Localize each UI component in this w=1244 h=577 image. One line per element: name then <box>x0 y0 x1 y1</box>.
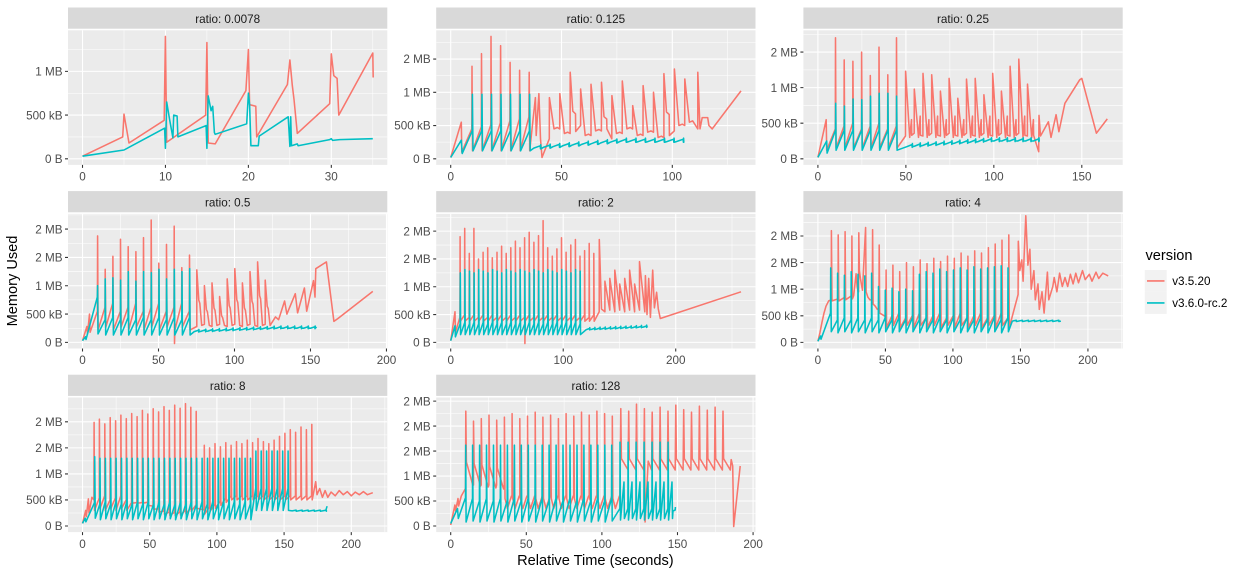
svg-text:2 MB: 2 MB <box>35 416 62 429</box>
svg-text:Relative Time (seconds): Relative Time (seconds) <box>517 553 674 569</box>
svg-text:50: 50 <box>143 538 157 551</box>
svg-text:2 MB: 2 MB <box>35 223 62 236</box>
svg-text:ratio: 0.5: ratio: 0.5 <box>205 197 251 210</box>
svg-text:100: 100 <box>225 354 245 367</box>
svg-text:1 MB: 1 MB <box>35 280 62 293</box>
svg-text:20: 20 <box>242 171 256 184</box>
svg-text:50: 50 <box>152 354 166 367</box>
svg-text:150: 150 <box>1011 354 1031 367</box>
svg-text:ratio: 0.25: ratio: 0.25 <box>937 13 989 26</box>
svg-text:1 MB: 1 MB <box>403 86 430 99</box>
svg-text:v3.5.20: v3.5.20 <box>1172 275 1211 288</box>
svg-text:500 kB: 500 kB <box>394 309 431 322</box>
svg-text:ratio: 2: ratio: 2 <box>578 197 614 210</box>
svg-text:2 MB: 2 MB <box>403 395 430 408</box>
svg-text:200: 200 <box>377 354 397 367</box>
svg-text:200: 200 <box>666 354 686 367</box>
svg-text:0: 0 <box>815 354 822 367</box>
svg-text:v3.6.0-rc.2: v3.6.0-rc.2 <box>1172 297 1227 310</box>
svg-text:2 MB: 2 MB <box>771 46 798 59</box>
svg-text:500 kB: 500 kB <box>26 494 63 507</box>
svg-text:150: 150 <box>1072 171 1092 184</box>
svg-text:1 MB: 1 MB <box>35 468 62 481</box>
svg-text:0 B: 0 B <box>413 153 431 166</box>
svg-text:0: 0 <box>79 538 86 551</box>
svg-text:ratio: 8: ratio: 8 <box>210 380 246 393</box>
svg-text:2 MB: 2 MB <box>403 420 430 433</box>
svg-text:50: 50 <box>879 354 893 367</box>
svg-text:2 MB: 2 MB <box>403 225 430 238</box>
svg-text:150: 150 <box>301 354 321 367</box>
svg-text:ratio: 128: ratio: 128 <box>572 380 621 393</box>
svg-text:500 kB: 500 kB <box>762 117 799 130</box>
svg-text:2 MB: 2 MB <box>403 53 430 66</box>
svg-text:ratio: 0.0078: ratio: 0.0078 <box>195 13 260 26</box>
svg-text:0: 0 <box>447 538 454 551</box>
svg-text:1 MB: 1 MB <box>403 281 430 294</box>
svg-text:500 kB: 500 kB <box>394 495 431 508</box>
svg-text:500 kB: 500 kB <box>26 308 63 321</box>
svg-text:0 B: 0 B <box>780 337 798 350</box>
svg-text:2 MB: 2 MB <box>35 442 62 455</box>
svg-text:0 B: 0 B <box>780 153 798 166</box>
svg-text:2 MB: 2 MB <box>403 445 430 458</box>
svg-text:100: 100 <box>553 354 573 367</box>
svg-text:0: 0 <box>815 171 822 184</box>
svg-text:100: 100 <box>207 538 227 551</box>
svg-text:2 MB: 2 MB <box>771 257 798 270</box>
svg-text:0 B: 0 B <box>413 337 431 350</box>
svg-text:1 MB: 1 MB <box>771 283 798 296</box>
svg-text:1 MB: 1 MB <box>403 470 430 483</box>
svg-text:100: 100 <box>984 171 1004 184</box>
svg-text:2 MB: 2 MB <box>35 252 62 265</box>
svg-text:0: 0 <box>79 171 86 184</box>
svg-text:30: 30 <box>325 171 339 184</box>
svg-text:500 kB: 500 kB <box>762 310 799 323</box>
svg-text:150: 150 <box>274 538 294 551</box>
svg-text:0: 0 <box>447 354 454 367</box>
svg-text:200: 200 <box>1078 354 1098 367</box>
svg-text:1 MB: 1 MB <box>35 66 62 79</box>
svg-text:Memory Used: Memory Used <box>5 236 21 327</box>
svg-text:0 B: 0 B <box>45 520 63 533</box>
svg-text:100: 100 <box>943 354 963 367</box>
svg-text:50: 50 <box>899 171 913 184</box>
svg-text:0 B: 0 B <box>45 337 63 350</box>
svg-text:0 B: 0 B <box>413 520 431 533</box>
svg-text:150: 150 <box>668 538 688 551</box>
svg-text:2 MB: 2 MB <box>771 230 798 243</box>
svg-text:200: 200 <box>342 538 362 551</box>
svg-text:version: version <box>1146 248 1193 264</box>
svg-text:500 kB: 500 kB <box>394 120 431 133</box>
svg-text:50: 50 <box>520 538 534 551</box>
svg-text:50: 50 <box>555 171 569 184</box>
svg-text:ratio: 0.125: ratio: 0.125 <box>567 13 626 26</box>
svg-text:0 B: 0 B <box>45 153 63 166</box>
svg-text:100: 100 <box>663 171 683 184</box>
svg-text:200: 200 <box>743 538 763 551</box>
svg-text:0: 0 <box>447 171 454 184</box>
svg-text:1 MB: 1 MB <box>771 82 798 95</box>
svg-text:10: 10 <box>159 171 173 184</box>
svg-text:2 MB: 2 MB <box>403 253 430 266</box>
svg-text:100: 100 <box>592 538 612 551</box>
svg-text:500 kB: 500 kB <box>26 109 63 122</box>
svg-text:ratio: 4: ratio: 4 <box>945 197 981 210</box>
svg-text:0: 0 <box>79 354 86 367</box>
